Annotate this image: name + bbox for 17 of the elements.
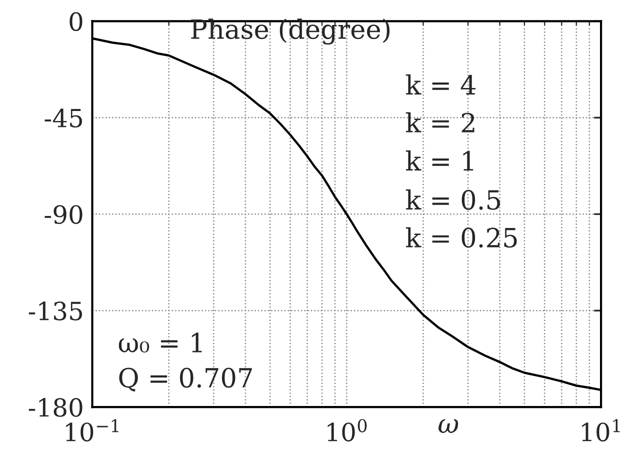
- annotation: k = 0.5: [406, 189, 500, 210]
- x-tick-label: 10$^{−1}$: [66, 419, 118, 442]
- x-axis-title: ω: [438, 419, 458, 433]
- y-tick-label: -135: [28, 302, 82, 320]
- chart-title: Phase (degree): [191, 18, 390, 45]
- annotation: k = 4: [406, 74, 476, 94]
- annotation: k = 0.25: [406, 227, 517, 248]
- y-tick-label: -90: [44, 205, 82, 224]
- x-tick-label: 10$^{1}$: [582, 419, 620, 442]
- annotation: Q = 0.707: [119, 368, 252, 392]
- annotation: ω₀ = 1: [118, 332, 202, 353]
- y-tick-label: -45: [44, 108, 82, 128]
- y-tick-label: 0: [70, 12, 82, 32]
- x-tick-label: 10$^{0}$: [328, 419, 367, 442]
- annotation: k = 2: [406, 112, 474, 132]
- annotation: k = 1: [406, 150, 474, 170]
- y-tick-label: -180: [28, 398, 82, 417]
